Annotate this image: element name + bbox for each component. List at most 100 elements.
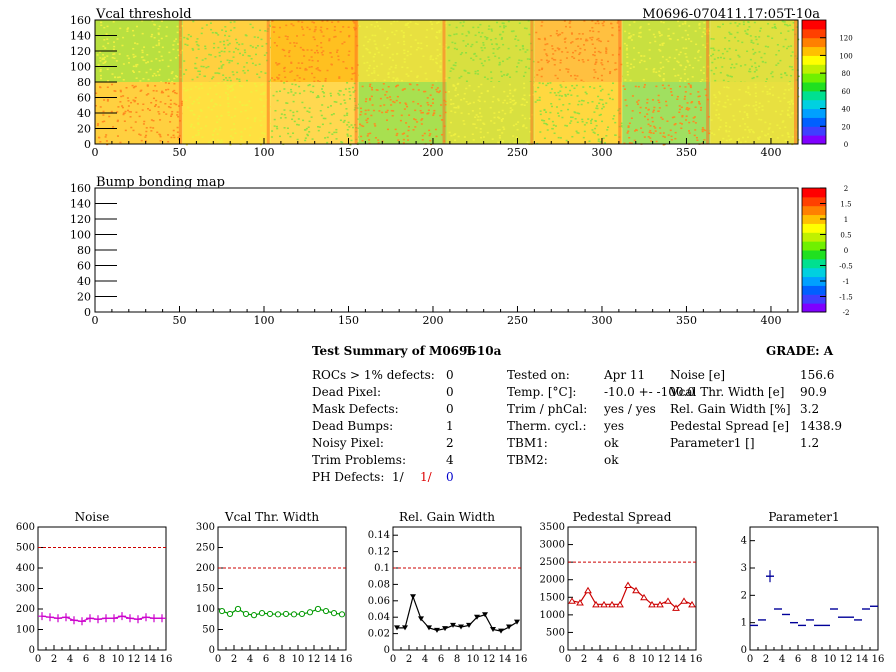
pixel-speck <box>649 129 652 132</box>
pixel-speck <box>786 114 789 116</box>
data-point <box>338 611 346 618</box>
pixel-speck <box>704 129 707 132</box>
pixel-speck <box>155 99 158 102</box>
pixel-speck <box>216 115 219 118</box>
pixel-speck <box>152 46 155 49</box>
pixel-speck <box>174 91 177 94</box>
pixel-speck <box>687 83 690 85</box>
pixel-speck <box>591 36 594 39</box>
y-tick-label: 120 <box>70 213 91 226</box>
pixel-speck <box>685 47 688 49</box>
param-value: 156.6 <box>800 368 835 382</box>
pixel-speck <box>630 39 633 41</box>
pixel-speck <box>662 66 665 68</box>
pixel-speck <box>640 127 643 129</box>
x-tick-label: 8 <box>629 654 635 665</box>
pixel-speck <box>385 91 388 93</box>
pixel-speck <box>287 51 290 54</box>
pixel-speck <box>754 36 757 38</box>
pixel-speck <box>591 129 594 131</box>
pixel-speck <box>122 113 125 116</box>
pixel-speck <box>609 71 612 73</box>
pixel-speck <box>167 106 170 108</box>
data-point <box>234 605 242 613</box>
pixel-speck <box>226 39 229 42</box>
pixel-speck <box>743 111 746 113</box>
pixel-speck <box>106 98 109 101</box>
pixel-speck <box>167 65 170 68</box>
pixel-speck <box>582 61 585 63</box>
pixel-speck <box>659 50 662 52</box>
pixel-speck <box>570 42 573 44</box>
pixel-speck <box>211 134 214 136</box>
x-tick-label: 4 <box>422 654 428 665</box>
pixel-speck <box>514 101 517 104</box>
x-tick-label: 350 <box>676 314 697 327</box>
pixel-speck <box>367 109 370 111</box>
pixel-speck <box>737 139 740 141</box>
pixel-speck <box>217 82 220 85</box>
pixel-speck <box>376 25 379 27</box>
pixel-speck <box>750 39 753 42</box>
pixel-speck <box>545 84 548 87</box>
pixel-speck <box>589 30 592 32</box>
pixel-speck <box>150 130 153 132</box>
pixel-speck <box>646 98 649 101</box>
pixel-speck <box>103 120 106 123</box>
pixel-speck <box>462 120 465 122</box>
pixel-speck <box>490 81 493 83</box>
pixel-speck <box>347 54 350 56</box>
pixel-speck <box>311 21 314 23</box>
pixel-speck <box>183 36 186 39</box>
pixel-speck <box>756 75 759 78</box>
pixel-speck <box>103 39 106 41</box>
pixel-speck <box>688 107 691 110</box>
pixel-speck <box>738 110 741 113</box>
pixel-speck <box>593 69 596 71</box>
pixel-speck <box>754 86 757 89</box>
pixel-speck <box>248 55 251 57</box>
pixel-speck <box>395 99 398 102</box>
pixel-speck <box>752 42 755 44</box>
roc-block <box>270 82 359 144</box>
pixel-speck <box>156 131 159 134</box>
pixel-speck <box>607 126 610 128</box>
pixel-speck <box>359 123 362 126</box>
pixel-speck <box>498 57 501 59</box>
defect-value: 0 <box>446 368 454 382</box>
pixel-speck <box>127 105 130 107</box>
pixel-speck <box>752 131 755 134</box>
pixel-speck <box>659 127 662 129</box>
pixel-speck <box>554 49 557 52</box>
pixel-speck <box>387 85 390 88</box>
pixel-speck <box>414 109 417 112</box>
pixel-speck <box>250 57 253 60</box>
plot-frame <box>217 526 347 651</box>
color-scale-band <box>802 303 826 313</box>
color-scale-frame <box>801 19 827 145</box>
pixel-speck <box>474 116 477 118</box>
pixel-speck <box>503 99 506 102</box>
pixel-speck <box>616 22 619 24</box>
pixel-speck <box>297 20 300 23</box>
pixel-speck <box>497 116 500 119</box>
pixel-speck <box>403 108 406 110</box>
pixel-speck <box>590 122 593 124</box>
pixel-speck <box>127 27 130 29</box>
pixel-speck <box>725 129 728 132</box>
pixel-speck <box>513 142 516 144</box>
pixel-speck <box>388 43 391 46</box>
pixel-speck <box>698 95 701 97</box>
pixel-speck <box>744 30 747 32</box>
pixel-speck <box>186 37 189 40</box>
pixel-speck <box>373 25 376 28</box>
pixel-speck <box>498 129 501 131</box>
color-scale-band <box>802 267 826 278</box>
pixel-speck <box>535 31 538 34</box>
pixel-speck <box>750 128 753 131</box>
pixel-speck <box>196 43 199 46</box>
pixel-speck <box>753 21 756 24</box>
pixel-speck <box>364 113 367 115</box>
pixel-speck <box>654 127 657 129</box>
